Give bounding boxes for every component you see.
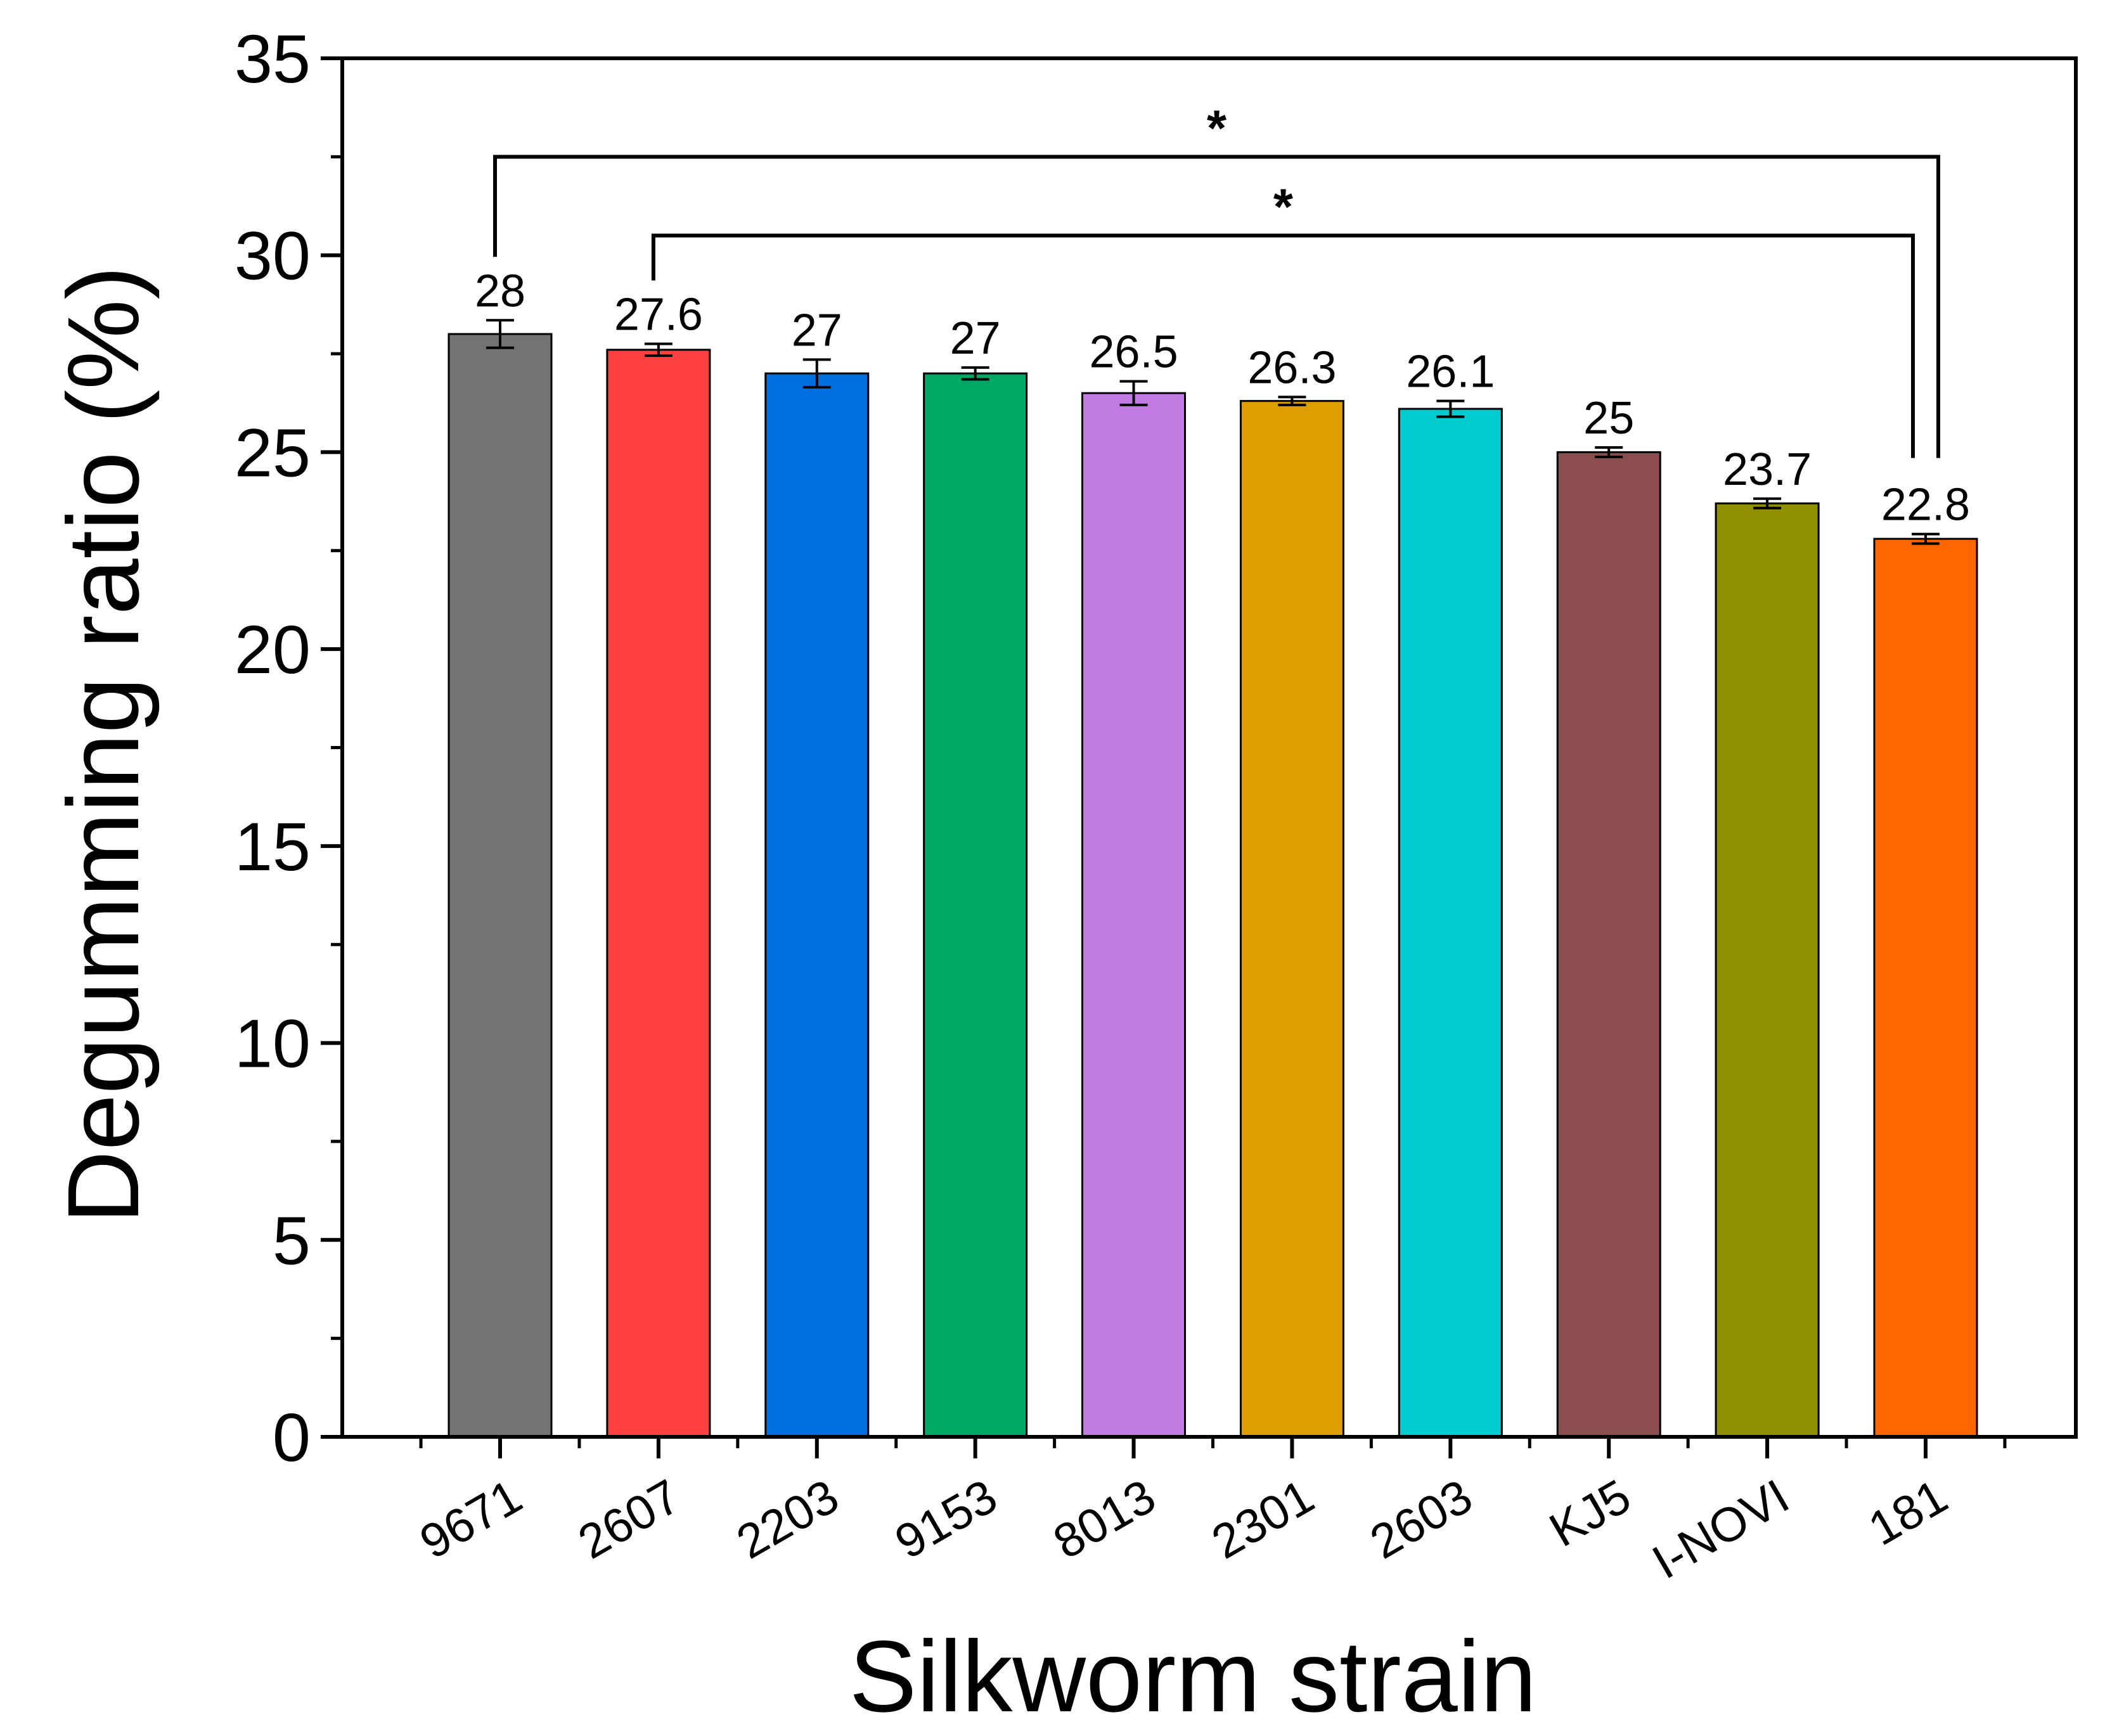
x-tick-label: 9153 [886,1469,1006,1569]
x-tick-label: I-NOVI [1644,1469,1798,1590]
data-label-9671: 28 [475,266,525,316]
data-label-2301: 26.3 [1247,342,1336,393]
error-bar-8013 [1119,380,1148,406]
y-tick-label: 20 [235,611,311,688]
significance-brackets: ** [493,100,1940,458]
bar-181 [1873,537,1978,1438]
bar-8013 [1081,392,1187,1438]
plot-frame [340,56,2078,1439]
data-labels: 28 27.6 27 27 26.5 26.3 26.1 25 23.7 22.8 [475,266,1970,530]
data-label-9153: 27 [950,313,1001,364]
x-tick-label: KJ5 [1541,1469,1640,1557]
y-tick-label: 30 [235,217,311,294]
x-tick-label: 9671 [411,1469,531,1569]
y-tick-label: 35 [235,20,311,97]
y-tick-label: 10 [235,1005,311,1082]
error-bar-2603 [1436,399,1465,418]
x-tick-label: 2603 [1361,1469,1481,1569]
error-bar-9671 [486,319,514,349]
error-bars [486,319,1940,545]
error-bar-2203 [802,358,831,389]
bracket-line [651,233,1915,458]
significance-bracket: * [651,179,1915,458]
y-tick-label: 5 [273,1202,311,1278]
bars [447,333,1978,1438]
data-label-2603: 26.1 [1406,347,1495,397]
data-label-8013: 26.5 [1089,327,1178,378]
data-label-2203: 27 [792,305,842,356]
y-axis-tick-labels: 0 5 10 15 20 25 30 35 [235,20,311,1476]
data-label-KJ5: 25 [1583,393,1634,444]
y-tick-label: 15 [235,808,311,885]
bracket-line [493,155,1940,458]
x-tick-label: 8013 [1045,1469,1164,1569]
error-bar-2301 [1278,395,1306,406]
bar-2607 [606,349,711,1438]
bar-9671 [447,333,553,1438]
bar-KJ5 [1556,451,1661,1438]
x-tick-label: 181 [1860,1469,1956,1556]
bar-2301 [1239,400,1344,1438]
error-bar-KJ5 [1595,446,1623,458]
error-bar-2607 [644,342,673,357]
bar-2203 [764,372,870,1438]
x-axis-title: Silkworm strain [849,1619,1537,1733]
data-label-181: 22.8 [1881,480,1970,530]
y-tick-label: 25 [235,414,311,491]
y-tick-label: 0 [273,1399,311,1476]
error-bar-181 [1912,532,1940,545]
x-axis-ticks [419,1437,2007,1458]
data-label-2607: 27.6 [614,290,703,340]
error-bar-9153 [961,366,989,381]
bar-9153 [923,372,1028,1438]
x-tick-label: 2203 [728,1469,847,1569]
data-label-I-NOVI: 23.7 [1723,444,1812,495]
x-tick-label: 2301 [1203,1469,1323,1569]
significance-star: * [1273,179,1294,235]
y-axis-title: Degumming ratio (%) [46,266,160,1224]
bar-2603 [1398,408,1503,1438]
x-axis-tick-labels: 9671 2607 2203 9153 8013 2301 2603 KJ5 I-NOVI 181 [411,1469,1957,1590]
y-axis-ticks [321,56,342,1439]
bar-I-NOVI [1715,502,1820,1438]
error-bar-I-NOVI [1753,497,1782,510]
significance-star: * [1207,100,1227,156]
significance-bracket: * [493,100,1940,458]
x-tick-label: 2607 [569,1469,689,1569]
